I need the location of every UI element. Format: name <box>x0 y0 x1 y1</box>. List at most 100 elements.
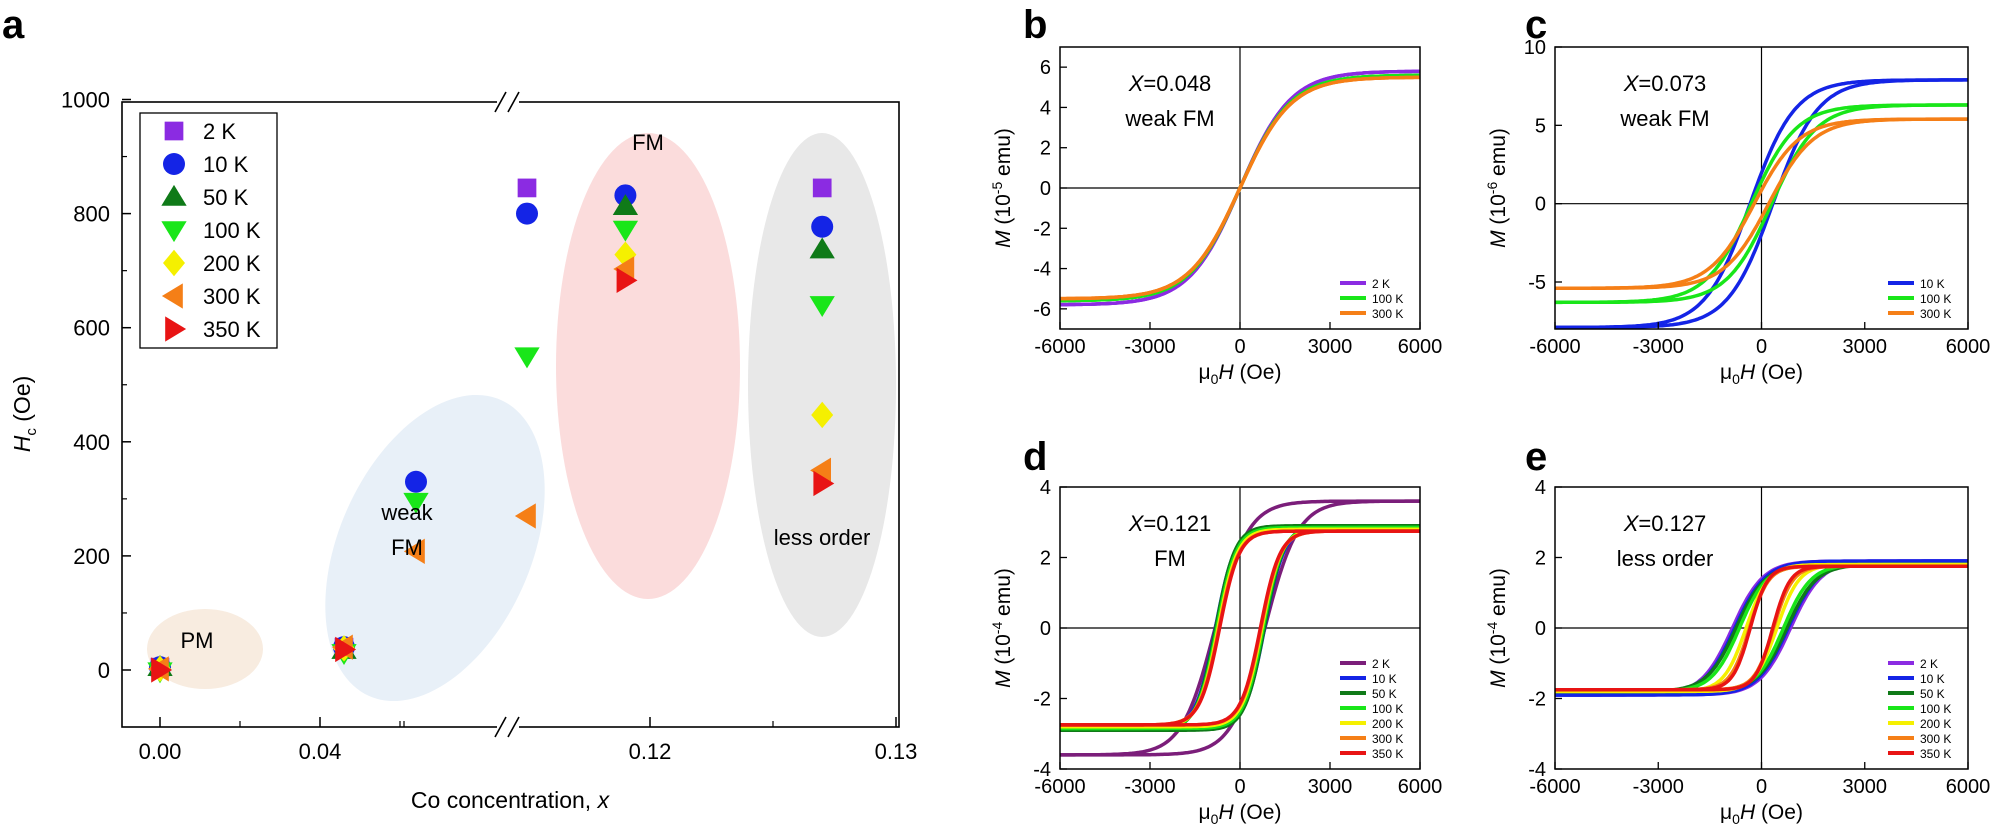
scatter-points <box>147 178 835 684</box>
panel-annotation-phase: weak FM <box>1619 106 1709 131</box>
panel-annotation-x: X=0.127 <box>1623 511 1707 536</box>
data-point-350k <box>813 470 835 497</box>
axis-break-bottom <box>494 716 520 738</box>
data-point-10k <box>405 470 427 493</box>
legend-label: 50 K <box>203 185 249 210</box>
panel-d-chart: -6000 -3000 0 3000 6000 -4 -2 0 2 4 μ0H (Oe) M (10-… <box>989 477 1442 827</box>
panel-annotation-phase: weak FM <box>1124 106 1214 131</box>
legend-label: 50 K <box>1372 687 1397 701</box>
panel-letter-a: a <box>2 3 25 47</box>
x-tick-label: 6000 <box>1398 336 1443 358</box>
data-point-50k <box>612 194 639 215</box>
curve-350k-descending <box>1060 529 1420 727</box>
curve-300k-descending <box>1060 75 1420 301</box>
legend-label: 10 K <box>1372 672 1397 686</box>
x-axis-label: Co concentration, x <box>411 787 611 813</box>
y-tick-label: 10 <box>1524 37 1546 59</box>
x-tick-label: 0.00 <box>139 739 182 764</box>
legend-label: 300 K <box>1372 307 1403 321</box>
legend-label: 200 K <box>203 251 261 276</box>
x-tick-label: 3000 <box>1308 776 1353 798</box>
data-point-300k <box>514 503 536 529</box>
x-tick-label: 3000 <box>1843 776 1888 798</box>
y-tick-label: 0 <box>1535 618 1546 640</box>
curve-100k-descending <box>1555 103 1968 305</box>
y-tick-label: 600 <box>73 316 110 341</box>
panel-annotation-phase: less order <box>1617 546 1714 571</box>
axis-break-top <box>494 91 520 113</box>
x-tick-label: -6000 <box>1529 336 1580 358</box>
x-tick-label: -3000 <box>1124 776 1175 798</box>
data-point-350k <box>616 267 638 293</box>
phase-regions <box>147 133 896 702</box>
region-lessorder-ellipse <box>748 133 896 637</box>
panel-letter-c: c <box>1525 3 1547 47</box>
panel-annotation-x: X=0.121 <box>1128 511 1212 536</box>
panel-letter-d: d <box>1023 435 1047 479</box>
legend-label: 2 K <box>1372 277 1390 291</box>
x-tick-label: 6000 <box>1946 336 1991 358</box>
y-tick-label: 2 <box>1040 138 1051 160</box>
hysteresis-curves <box>1060 69 1420 307</box>
y-tick-label: -4 <box>1033 759 1051 781</box>
legend-label: 350 K <box>203 317 261 342</box>
y-tick-label: -2 <box>1033 689 1051 711</box>
region-label-weak: weak <box>380 500 433 525</box>
region-label-less-order: less order <box>774 525 871 550</box>
legend-label: 200 K <box>1372 717 1403 731</box>
y-tick-label: 6 <box>1040 57 1051 79</box>
region-label-fm: FM <box>632 130 664 155</box>
data-point-300k <box>810 457 831 483</box>
x-axis-label: μ0H (Oe) <box>1720 801 1803 827</box>
data-point-350k <box>151 657 173 683</box>
data-point-100k <box>514 347 540 369</box>
legend: 2 K 10 K 50 K 100 K 200 K 300 K 350 K <box>139 112 278 349</box>
region-label-weak-fm: FM <box>391 535 423 560</box>
y-tick-label: 4 <box>1040 97 1051 119</box>
legend-label: 10 K <box>1920 672 1945 686</box>
legend-marker-10k <box>163 153 185 175</box>
legend-label: 300 K <box>1920 732 1951 746</box>
region-fm-ellipse <box>556 133 740 599</box>
y-axis-label: M (10-6 emu) <box>1484 128 1510 248</box>
y-tick-label: -2 <box>1033 218 1051 240</box>
y-tick-label: -2 <box>1528 689 1546 711</box>
region-pm-ellipse <box>147 609 263 689</box>
legend-label: 300 K <box>1372 732 1403 746</box>
y-tick-label: 400 <box>73 430 110 455</box>
y-tick-label: 200 <box>73 544 110 569</box>
legend-label: 10 K <box>203 152 249 177</box>
x-axis-label: μ0H (Oe) <box>1199 801 1282 827</box>
x-axis-label: μ0H (Oe) <box>1720 361 1803 387</box>
x-tick-label: 0 <box>1756 336 1767 358</box>
panel-a-chart: 0 200 400 600 800 1000 0.00 0.04 0.12 0.13 2 K 10 … <box>9 88 917 814</box>
panel-letter-b: b <box>1023 3 1047 47</box>
legend-label: 350 K <box>1920 747 1951 761</box>
legend-label: 2 K <box>203 119 236 144</box>
legend-marker-350k <box>165 316 187 342</box>
legend-marker-200k <box>163 249 185 277</box>
legend-label: 100 K <box>1920 292 1951 306</box>
legend-label: 100 K <box>203 218 261 243</box>
data-point-10k <box>516 202 538 225</box>
panel-b-chart: -6000 -3000 0 3000 6000 -6 -4 -2 0 2 4 6 μ0H (Oe) M (… <box>989 46 1443 387</box>
x-tick-label: -3000 <box>1124 336 1175 358</box>
data-point-200k <box>811 401 834 429</box>
y-tick-label: 4 <box>1040 477 1051 499</box>
panel-letter-e: e <box>1525 435 1547 479</box>
x-tick-label: -3000 <box>1633 776 1684 798</box>
data-point-100k <box>403 492 429 514</box>
x-tick-label: 0 <box>1234 776 1245 798</box>
x-tick-label: 0 <box>1756 776 1767 798</box>
y-tick-label: 0 <box>1535 194 1546 216</box>
region-label-pm: PM <box>181 628 214 653</box>
panel-annotation-x: X=0.073 <box>1623 71 1707 96</box>
x-tick-label: 6000 <box>1398 776 1443 798</box>
legend-label: 350 K <box>1372 747 1403 761</box>
data-point-2k <box>812 178 832 198</box>
x-tick-label: 0.13 <box>875 739 918 764</box>
legend-marker-100k <box>161 221 187 243</box>
x-tick-label: -6000 <box>1034 776 1085 798</box>
y-tick-label: 5 <box>1535 115 1546 137</box>
